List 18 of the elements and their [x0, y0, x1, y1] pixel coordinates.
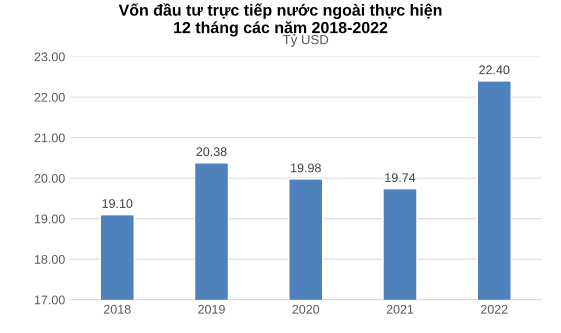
data-label: 22.40: [479, 65, 510, 74]
x-tick-label: 2019: [198, 304, 225, 314]
y-tick-label: 23.00: [34, 52, 65, 62]
y-tick-label: 22.00: [34, 92, 65, 102]
y-tick-label: 17.00: [34, 296, 65, 304]
x-tick-label: 2021: [386, 304, 414, 314]
y-tick-label: 20.00: [34, 174, 65, 183]
y-tick-label: 18.00: [34, 254, 65, 264]
y-tick-label: 19.00: [34, 214, 65, 224]
y-tick-label: 21.00: [34, 133, 65, 142]
x-tick-label: 2022: [480, 304, 508, 314]
chart-subtitle: Tỷ USD: [282, 34, 328, 47]
data-label: 19.98: [291, 163, 321, 172]
x-tick-label: 2020: [292, 304, 320, 314]
data-label: 20.38: [196, 147, 227, 156]
data-label: 19.10: [102, 199, 132, 208]
data-label: 19.74: [385, 173, 416, 182]
x-tick-label: 2018: [104, 304, 131, 314]
